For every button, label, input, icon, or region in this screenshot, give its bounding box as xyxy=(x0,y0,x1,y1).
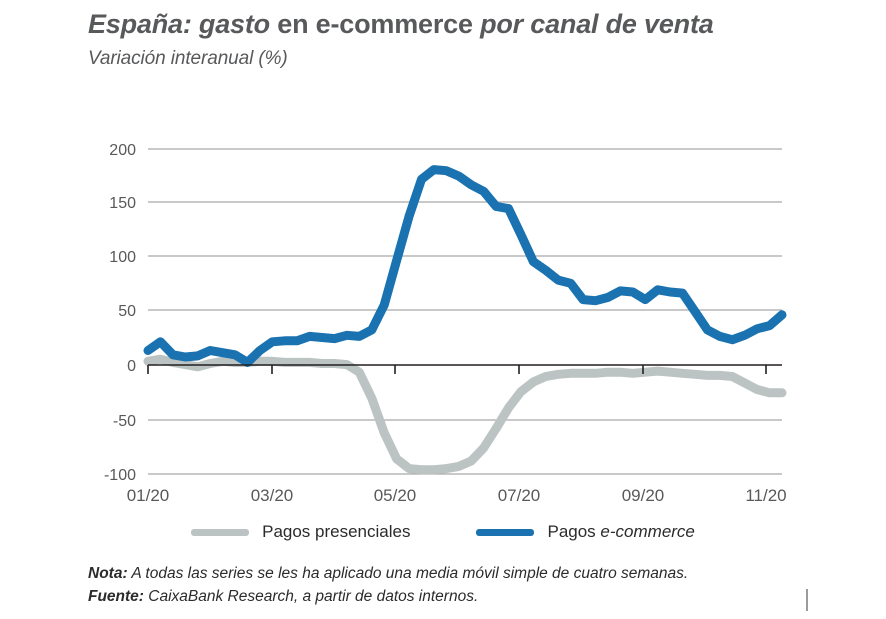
y-tick-150: 150 xyxy=(109,195,136,212)
title-segment-1: España: gasto xyxy=(88,9,270,39)
title-block: España: gasto en e-commerce por canal de… xyxy=(88,8,788,70)
gridlines xyxy=(148,148,782,475)
y-tick-50: 50 xyxy=(118,303,136,320)
line-chart-svg: 200 150 100 50 0 -50 -100 xyxy=(104,142,787,505)
x-axis-ticks xyxy=(147,365,767,374)
legend-label-presenciales: Pagos presenciales xyxy=(262,522,410,542)
title-segment-3: por canal de venta xyxy=(480,9,714,39)
chart-subtitle: Variación interanual (%) xyxy=(88,48,288,69)
legend-label-ecommerce-italic: e-commerce xyxy=(600,522,695,541)
legend-label-ecommerce-text: Pagos xyxy=(547,522,601,541)
y-axis-tick-labels: 200 150 100 50 0 -50 -100 xyxy=(104,142,136,484)
title-segment-2: en e-commerce xyxy=(277,9,473,39)
footer-note-lead: Nota: xyxy=(88,565,128,582)
x-axis-tick-labels: 01/20 03/20 05/20 07/20 09/20 11/20 xyxy=(127,486,787,505)
x-tick-07-20: 07/20 xyxy=(498,486,541,505)
footer-note-text: A todas las series se les ha aplicado un… xyxy=(127,565,689,582)
footer-source: Fuente: CaixaBank Research, a partir de … xyxy=(88,585,848,608)
y-tick-neg50: -50 xyxy=(113,413,136,430)
legend-swatch-ecommerce xyxy=(476,528,535,536)
x-tick-11-20: 11/20 xyxy=(745,486,786,505)
footer-source-lead: Fuente: xyxy=(88,588,144,605)
y-tick-neg100: -100 xyxy=(104,467,136,484)
chart-legend: Pagos presenciales Pagos e-commerce xyxy=(0,522,886,542)
footer-source-text: CaixaBank Research, a partir de datos in… xyxy=(143,588,479,605)
legend-label-presenciales-text: Pagos presenciales xyxy=(262,522,411,541)
series-line-pagos-ecommerce xyxy=(143,165,787,367)
legend-item-ecommerce[interactable]: Pagos e-commerce xyxy=(476,522,695,542)
page-title: España: gasto en e-commerce por canal de… xyxy=(88,8,788,40)
x-tick-05-20: 05/20 xyxy=(374,486,417,505)
legend-swatch-presenciales xyxy=(191,528,250,536)
x-tick-03-20: 03/20 xyxy=(251,486,294,505)
y-tick-200: 200 xyxy=(109,142,136,159)
series-line-pagos-presenciales xyxy=(143,354,787,475)
y-tick-0: 0 xyxy=(127,358,136,375)
legend-item-presenciales[interactable]: Pagos presenciales xyxy=(191,522,410,542)
page-corner-mark xyxy=(806,589,808,611)
x-tick-01-20: 01/20 xyxy=(127,486,170,505)
plot-area: 200 150 100 50 0 -50 -100 xyxy=(0,126,886,516)
x-tick-09-20: 09/20 xyxy=(622,486,665,505)
y-tick-100: 100 xyxy=(109,249,136,266)
legend-label-ecommerce: Pagos e-commerce xyxy=(547,522,694,542)
chart-footer: Nota: A todas las series se les ha aplic… xyxy=(88,562,848,608)
footer-note: Nota: A todas las series se les ha aplic… xyxy=(88,562,848,585)
